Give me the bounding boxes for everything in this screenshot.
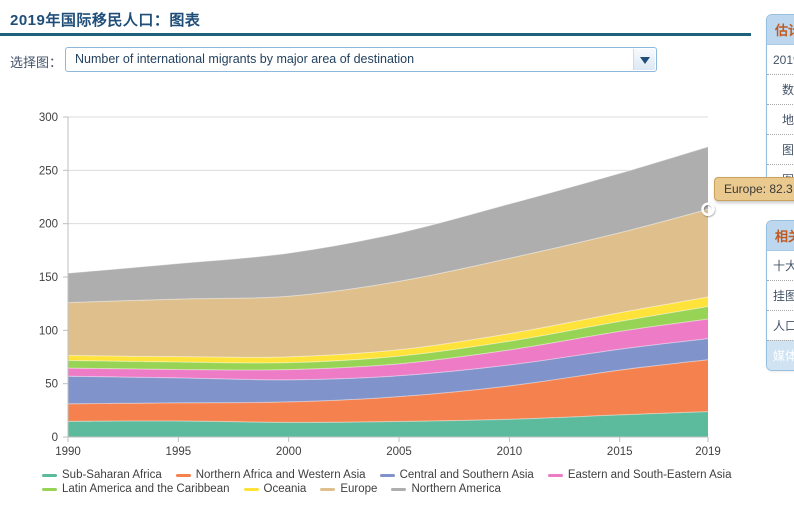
sidebar-estimates-item-3[interactable]: 地 (767, 104, 794, 134)
sidebar-related-item-2[interactable]: 挂图 (767, 280, 794, 310)
series-boundary-line (67, 411, 709, 423)
series-boundary-line (67, 306, 709, 364)
legend-label: Europe (340, 483, 378, 495)
sidebar-related-item-3[interactable]: 人口 (767, 310, 794, 340)
sidebar-estimates-item-4[interactable]: 图 (767, 134, 794, 164)
sidebar-related-item-4[interactable]: 媒体 (767, 340, 794, 370)
y-tick-label-300: 300 (39, 112, 58, 124)
area-central-and-southern-asia[interactable] (68, 338, 708, 404)
series-boundary-line (67, 359, 709, 405)
series-boundary-line (67, 208, 709, 304)
legend-row-1: Sub-Saharan Africa Northern Africa and We… (42, 469, 731, 481)
area-northern-africa-and-western-asia[interactable] (68, 359, 708, 423)
sidebar-estimates-item-2[interactable]: 数 (767, 74, 794, 104)
highlight-marker-europe (701, 202, 715, 217)
chart-selector-label: 选择图： (10, 55, 63, 70)
x-tick-label-2015: 2015 (607, 446, 633, 458)
y-tick-label-100: 100 (39, 325, 58, 337)
y-tick-label-150: 150 (39, 272, 58, 284)
legend-item-oceania[interactable]: Oceania (243, 483, 307, 495)
legend-item-eastern-and-south-eastern-asia[interactable]: Eastern and South-Eastern Asia (547, 469, 732, 481)
series-boundary-line (67, 318, 709, 371)
legend-row-2: Latin America and the Caribbean Oceania Eu… (42, 483, 731, 495)
legend-item-northern-america[interactable]: Northern America (391, 483, 501, 495)
x-tick-label-2005: 2005 (386, 446, 412, 458)
area-oceania[interactable] (68, 297, 708, 364)
legend-label: Eastern and South-Eastern Asia (567, 469, 732, 481)
legend-item-latin-america-and-the-caribbean[interactable]: Latin America and the Caribbean (42, 483, 230, 495)
migration-chart: 0 50 100 150 200 250 300 1990 1995 2000 2005 2010 20… (39, 112, 721, 458)
x-tick-label-1995: 1995 (166, 446, 192, 458)
y-tick-label-0: 0 (52, 432, 58, 444)
sidebar-panel-estimates-header: 估计 (767, 15, 794, 45)
sidebar-panel-related: 相关 十大挂图人口媒体 (766, 220, 794, 371)
chevron-down-icon[interactable] (633, 49, 655, 70)
legend-label: Northern America (411, 483, 501, 495)
sidebar-estimates-item-1[interactable]: 2019年 (773, 53, 794, 67)
legend-label: Northern Africa and Western Asia (195, 469, 366, 481)
chart-selector-value: Number of international migrants by majo… (75, 52, 415, 66)
legend-swatch-icon (243, 487, 259, 491)
legend-item-northern-africa-and-western-asia[interactable]: Northern Africa and Western Asia (175, 469, 366, 481)
x-tick-label-1990: 1990 (55, 446, 81, 458)
legend-swatch-icon (42, 473, 57, 477)
legend-swatch-icon (391, 487, 407, 491)
x-tick-label-2000: 2000 (276, 446, 302, 458)
legend-label: Central and Southern Asia (399, 469, 534, 481)
area-northern-america[interactable] (68, 146, 708, 303)
series-boundary-line (67, 296, 709, 358)
legend-swatch-icon (320, 487, 336, 491)
page-title: 2019年国际移民人口：图表 (10, 12, 201, 29)
legend-swatch-icon (379, 473, 395, 477)
area-sub-saharan-africa[interactable] (68, 411, 708, 437)
x-tick-label-2010: 2010 (497, 446, 523, 458)
title-divider (0, 33, 751, 36)
legend-swatch-icon (175, 473, 191, 477)
series-boundary-line (67, 146, 709, 274)
y-tick-label-250: 250 (39, 165, 58, 177)
legend-label: Oceania (263, 483, 307, 495)
sidebar-related-item-1[interactable]: 十大 (773, 259, 794, 273)
sidebar-panel-estimates-items: 2019年数地图图 (767, 45, 794, 194)
sidebar-panel-estimates: 估计 2019年数地图图 (766, 14, 794, 195)
y-tick-label-200: 200 (39, 219, 58, 231)
chart-selector-dropdown[interactable]: Number of international migrants by majo… (65, 47, 657, 72)
x-tick-label-2019: 2019 (695, 446, 721, 458)
area-europe[interactable] (68, 209, 708, 358)
legend-swatch-icon (547, 473, 563, 477)
chart-tooltip-text: Europe: 82.3 (724, 182, 793, 196)
area-latin-america-and-the-caribbean[interactable] (68, 306, 708, 371)
legend-label: Latin America and the Caribbean (62, 483, 230, 495)
legend-item-sub-saharan-africa[interactable]: Sub-Saharan Africa (42, 469, 162, 481)
sidebar-panel-related-items: 十大挂图人口媒体 (767, 251, 794, 370)
area-eastern-and-south-eastern-asia[interactable] (68, 319, 708, 380)
legend-label: Sub-Saharan Africa (62, 469, 162, 481)
y-tick-label-50: 50 (45, 379, 58, 391)
chart-legend: Sub-Saharan Africa Northern Africa and We… (42, 469, 731, 495)
sidebar-panel-related-header: 相关 (767, 221, 794, 251)
chart-tooltip: Europe: 82.3 (714, 177, 794, 201)
legend-item-central-and-southern-asia[interactable]: Central and Southern Asia (379, 469, 534, 481)
legend-item-europe[interactable]: Europe (320, 483, 377, 495)
series-boundary-line (67, 338, 709, 381)
legend-swatch-icon (42, 487, 57, 491)
